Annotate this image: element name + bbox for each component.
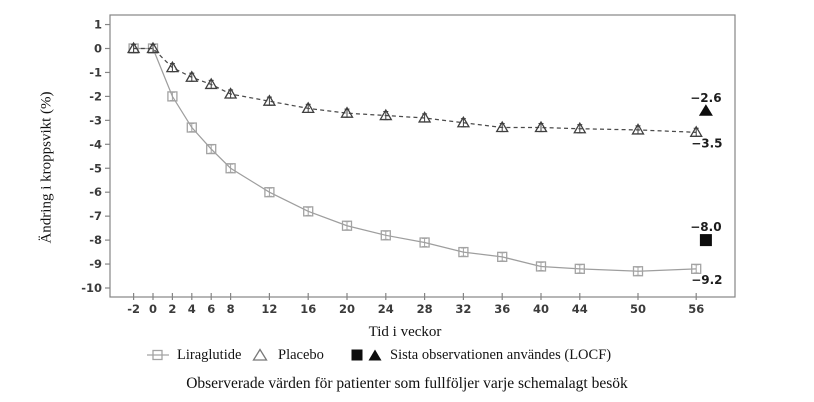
svg-text:50: 50 — [630, 302, 646, 316]
svg-text:-5: -5 — [89, 161, 102, 175]
svg-text:-3: -3 — [89, 113, 102, 127]
data-point-marker — [691, 263, 702, 274]
locf-marker-icons — [350, 346, 383, 364]
data-point-marker — [262, 94, 277, 106]
data-point-marker — [264, 187, 275, 198]
svg-text:40: 40 — [533, 302, 549, 316]
data-point-marker — [340, 106, 354, 118]
svg-text:-8: -8 — [89, 233, 102, 247]
svg-text:0: 0 — [94, 42, 102, 56]
legend-label-liraglutide: Liraglutide — [177, 346, 242, 363]
x-axis-ticks: -2 0 2 4 6 8 12 16 20 24 28 32 36 40 44 50 56 — [127, 293, 704, 316]
x-axis-title: Tid i veckor — [368, 324, 442, 340]
liraglutide-line — [133, 47, 697, 272]
data-point-marker — [417, 111, 432, 123]
data-point-marker — [631, 123, 645, 135]
placebo-series: −3.5 — [126, 41, 723, 150]
data-point-marker — [379, 108, 393, 121]
svg-text:8: 8 — [227, 302, 235, 316]
data-point-marker — [419, 237, 430, 248]
data-point-marker — [146, 41, 160, 54]
data-point-marker — [206, 143, 217, 155]
locf-square-marker — [699, 234, 712, 247]
locf-triangle-marker — [698, 104, 713, 116]
svg-text:12: 12 — [261, 302, 277, 316]
svg-text:-1: -1 — [89, 65, 102, 79]
legend-label-placebo: Placebo — [278, 346, 324, 363]
placebo-marker-icon — [250, 346, 270, 364]
svg-text:0: 0 — [149, 302, 157, 316]
data-point-marker — [497, 251, 508, 263]
data-point-marker — [535, 261, 547, 272]
data-point-marker — [301, 101, 315, 114]
legend-label-locf: Sista observationen användes (LOCF) — [390, 346, 612, 363]
svg-text:-9: -9 — [89, 257, 102, 271]
data-point-marker — [632, 266, 644, 277]
svg-text:−3.5: −3.5 — [691, 136, 722, 150]
data-point-marker — [225, 163, 236, 174]
svg-text:−8.0: −8.0 — [690, 220, 721, 234]
figure-caption: Observerade värden för patienter som ful… — [186, 375, 628, 392]
data-point-marker — [573, 121, 587, 134]
data-point-marker — [185, 70, 199, 82]
data-point-marker — [574, 263, 585, 274]
data-point-marker — [458, 246, 469, 258]
svg-text:1: 1 — [94, 18, 102, 32]
svg-text:-7: -7 — [89, 209, 102, 223]
placebo-line — [133, 47, 697, 133]
svg-text:28: 28 — [417, 302, 433, 316]
filled-square-icon — [351, 349, 363, 361]
svg-text:44: 44 — [572, 302, 588, 316]
filled-triangle-icon — [368, 349, 382, 361]
legend: Liraglutide Placebo Sista observationen … — [0, 346, 814, 366]
svg-text:6: 6 — [207, 302, 215, 316]
data-point-marker — [495, 120, 509, 133]
y-axis-title: Ändring i kroppsvikt (%) — [38, 91, 55, 244]
data-point-marker — [165, 60, 180, 73]
chart-canvas: 10-1-2-3-4-5-6-7-8-9-10-2 0 2 4 6 8 12 16 20 24 28… — [81, 14, 736, 316]
data-point-marker — [380, 230, 391, 241]
locf-markers: −2.6 −8.0 — [690, 91, 722, 247]
data-point-marker — [534, 120, 548, 133]
svg-text:−2.6: −2.6 — [690, 91, 721, 105]
data-point-marker — [341, 220, 353, 231]
liraglutide-marker-icon — [146, 346, 170, 364]
svg-text:4: 4 — [188, 302, 196, 316]
data-point-marker — [689, 125, 703, 137]
svg-text:56: 56 — [688, 302, 704, 316]
svg-text:32: 32 — [455, 302, 471, 316]
svg-text:-6: -6 — [89, 185, 102, 199]
data-point-marker — [223, 87, 238, 99]
data-point-marker — [456, 115, 471, 128]
svg-text:-10: -10 — [81, 281, 102, 295]
svg-text:20: 20 — [339, 302, 355, 316]
svg-text:-4: -4 — [89, 137, 102, 151]
liraglutide-series: −9.2 — [128, 43, 723, 287]
svg-text:-2: -2 — [89, 89, 102, 103]
svg-text:16: 16 — [300, 302, 316, 316]
data-point-marker — [186, 122, 197, 133]
svg-text:2: 2 — [168, 302, 176, 316]
y-axis-ticks: 1 0 -1 -2 -3 -4 -5 -6 -7 -8 -9 -10 — [81, 18, 110, 295]
data-point-marker — [126, 41, 141, 54]
data-point-marker — [167, 91, 178, 102]
data-point-marker — [303, 206, 314, 217]
svg-text:−9.2: −9.2 — [691, 273, 722, 287]
svg-text:24: 24 — [378, 302, 394, 316]
plot-frame — [109, 14, 736, 298]
svg-text:36: 36 — [494, 302, 510, 316]
svg-text:-2: -2 — [127, 302, 140, 316]
data-point-marker — [204, 77, 218, 90]
